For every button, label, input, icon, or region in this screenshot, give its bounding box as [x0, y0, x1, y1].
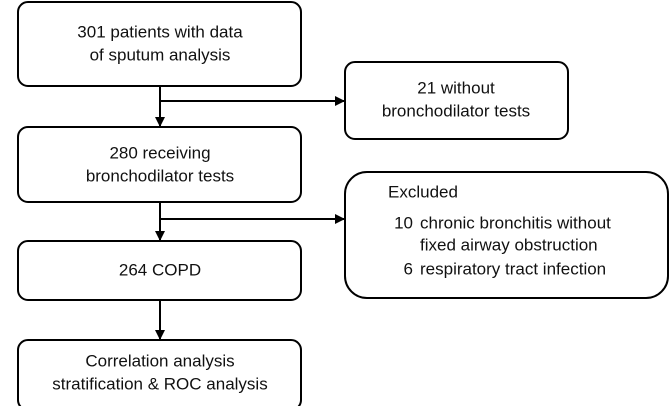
item-text: chronic bronchitis without: [420, 213, 611, 232]
node-text: 280 receiving: [109, 143, 210, 162]
node-text: 21 without: [417, 78, 495, 97]
box: [344, 61, 569, 140]
node-text: 301 patients with data: [77, 22, 243, 41]
node-text: bronchodilator tests: [382, 101, 530, 120]
item-text: fixed airway obstruction: [420, 235, 598, 254]
node-text: stratification & ROC analysis: [52, 374, 267, 393]
item-text: respiratory tract infection: [420, 259, 606, 278]
box: [344, 171, 669, 299]
node-title: Excluded: [388, 182, 458, 201]
item-count: 10: [394, 213, 413, 232]
node-text: Correlation analysis: [85, 351, 234, 370]
box: [17, 339, 302, 406]
node-text: of sputum analysis: [90, 45, 231, 64]
node-text: 264 COPD: [119, 260, 201, 279]
item-count: 6: [404, 259, 413, 278]
box: [17, 126, 302, 203]
box: [17, 1, 302, 87]
node-text: bronchodilator tests: [86, 166, 234, 185]
